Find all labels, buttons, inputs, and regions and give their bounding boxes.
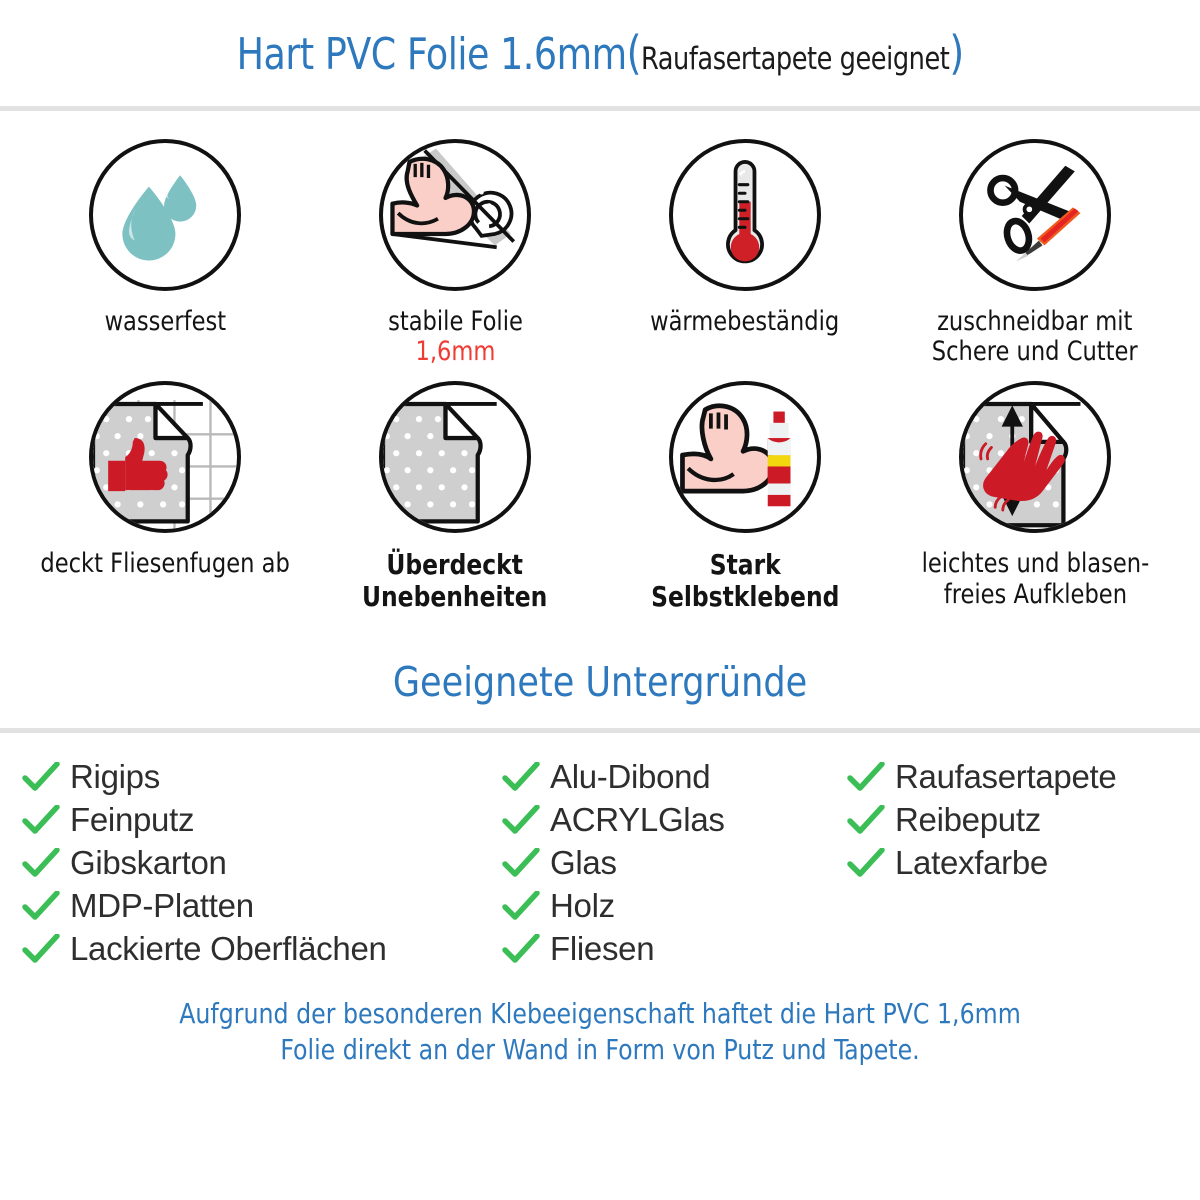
- surface-label: Reibeputz: [895, 800, 1041, 838]
- feature-label-line2: Schere und Cutter: [932, 336, 1138, 368]
- surface-label: Feinputz: [70, 800, 195, 838]
- surface-label: ACRYLGlas: [550, 800, 725, 838]
- check-icon: [847, 804, 885, 835]
- feature-label-line2: freies Aufkleben: [943, 578, 1127, 610]
- check-icon: [502, 847, 540, 878]
- surface-label: Raufasertapete: [895, 757, 1117, 795]
- surface-column-3: Raufasertapete Reibeputz Latexfarbe: [847, 755, 1177, 970]
- list-item: Alu-Dibond: [502, 755, 847, 798]
- feature-label: stabile Folie 1,6mm: [387, 306, 523, 368]
- footer-note: Aufgrund der besonderen Klebeeigenschaft…: [0, 996, 1200, 1068]
- page-title: Hart PVC Folie 1.6mm(Raufasertapete geei…: [236, 26, 964, 80]
- check-icon: [22, 761, 60, 792]
- check-icon: [502, 890, 540, 921]
- feature-label: wärmebeständig: [650, 306, 840, 337]
- feature-label-line1: Stark: [709, 548, 781, 582]
- suitable-surfaces-list: Rigips Feinputz Gibskarton MDP-Platten L…: [0, 733, 1200, 970]
- check-icon: [22, 890, 60, 921]
- feature-label: leichtes und blasen- freies Aufkleben: [921, 548, 1149, 610]
- check-icon: [847, 761, 885, 792]
- check-icon: [502, 804, 540, 835]
- header-divider: [0, 106, 1200, 111]
- thumbs-up-tile-foil-icon: [89, 381, 241, 534]
- features-row-1: wasserfest: [20, 139, 1180, 367]
- surface-label: Latexfarbe: [895, 843, 1048, 881]
- header: Hart PVC Folie 1.6mm(Raufasertapete geei…: [0, 0, 1200, 106]
- red-hand-smoothing-icon: [959, 381, 1111, 534]
- footer-line-1: Aufgrund der besonderen Klebeeigenschaft…: [179, 997, 1021, 1031]
- feature-label-line1: Überdeckt: [386, 548, 524, 582]
- surface-column-2: Alu-Dibond ACRYLGlas Glas Holz Fliesen: [502, 755, 847, 970]
- feature-fliesenfugen: deckt Fliesenfugen ab: [20, 381, 310, 612]
- surface-label: MDP-Platten: [70, 886, 254, 924]
- check-icon: [847, 847, 885, 878]
- dotted-foil-peel-icon: [379, 381, 531, 534]
- feature-selbstklebend: Stark Selbstklebend: [600, 381, 890, 612]
- list-item: Glas: [502, 841, 847, 884]
- feature-zuschneidbar: zuschneidbar mit Schere und Cutter: [890, 139, 1180, 367]
- surface-label: Rigips: [70, 757, 160, 795]
- surface-label: Gibskarton: [70, 843, 227, 881]
- check-icon: [22, 933, 60, 964]
- surface-label: Lackierte Oberflächen: [70, 929, 387, 967]
- feature-label-line1: wärmebeständig: [650, 306, 840, 337]
- surface-label: Fliesen: [550, 929, 655, 967]
- surface-label: Glas: [550, 843, 617, 881]
- surface-column-1: Rigips Feinputz Gibskarton MDP-Platten L…: [22, 755, 502, 970]
- check-icon: [502, 761, 540, 792]
- list-item: Feinputz: [22, 798, 502, 841]
- section-title-untergruende: Geeignete Untergründe: [392, 658, 808, 707]
- feature-label-line2: Selbstklebend: [650, 579, 840, 613]
- list-item: Holz: [502, 884, 847, 927]
- feature-stabile-folie: stabile Folie 1,6mm: [310, 139, 600, 367]
- feature-unebenheiten: Überdeckt Unebenheiten: [310, 381, 600, 612]
- feature-label-line1: zuschneidbar mit: [937, 306, 1133, 337]
- features-row-2: deckt Fliesenfugen ab: [20, 381, 1180, 612]
- feature-label-line2: Unebenheiten: [362, 579, 548, 613]
- features-section: wasserfest: [0, 111, 1200, 612]
- feature-label: wasserfest: [104, 306, 226, 337]
- feature-label: Überdeckt Unebenheiten: [362, 549, 547, 612]
- check-icon: [22, 847, 60, 878]
- page-title-paren-open: (: [626, 26, 641, 80]
- list-item: Lackierte Oberflächen: [22, 927, 502, 970]
- list-item: Gibskarton: [22, 841, 502, 884]
- list-item: ACRYLGlas: [502, 798, 847, 841]
- feature-label-line1: deckt Fliesenfugen ab: [40, 548, 290, 580]
- surface-label: Alu-Dibond: [550, 757, 711, 795]
- list-item: Fliesen: [502, 927, 847, 970]
- feature-label: Stark Selbstklebend: [651, 549, 839, 612]
- footer-line-2: Folie direkt an der Wand in Form von Put…: [280, 1033, 920, 1067]
- page-title-main: Hart PVC Folie 1.6mm: [236, 29, 627, 80]
- list-item: Raufasertapete: [847, 755, 1177, 798]
- surface-label: Holz: [550, 886, 615, 924]
- list-item: Reibeputz: [847, 798, 1177, 841]
- feature-aufkleben: leichtes und blasen- freies Aufkleben: [890, 381, 1180, 612]
- flexing-arm-glue-tube-icon: [669, 381, 821, 534]
- water-drops-icon: [89, 139, 241, 291]
- feature-wasserfest: wasserfest: [20, 139, 310, 367]
- subheading-section: Geeignete Untergründe: [0, 658, 1200, 706]
- check-icon: [22, 804, 60, 835]
- page-title-paren-close: ): [949, 26, 964, 80]
- thermometer-icon: [669, 139, 821, 291]
- feature-waermebestaendig: wärmebeständig: [600, 139, 890, 367]
- list-item: Latexfarbe: [847, 841, 1177, 884]
- page-title-subtitle: Raufasertapete geeignet: [640, 41, 950, 77]
- list-item: MDP-Platten: [22, 884, 502, 927]
- subheading-divider: [0, 728, 1200, 734]
- feature-label-line1: leichtes und blasen-: [921, 548, 1149, 580]
- scissors-cutter-icon: [959, 139, 1111, 291]
- feature-label-line1: stabile Folie: [387, 306, 523, 337]
- flexing-arm-foil-roll-icon: [379, 139, 531, 291]
- list-item: Rigips: [22, 755, 502, 798]
- feature-label-accent: 1,6mm: [415, 336, 495, 368]
- feature-label: zuschneidbar mit Schere und Cutter: [932, 306, 1138, 368]
- feature-label-line1: wasserfest: [104, 306, 226, 337]
- check-icon: [502, 933, 540, 964]
- feature-label: deckt Fliesenfugen ab: [40, 549, 289, 579]
